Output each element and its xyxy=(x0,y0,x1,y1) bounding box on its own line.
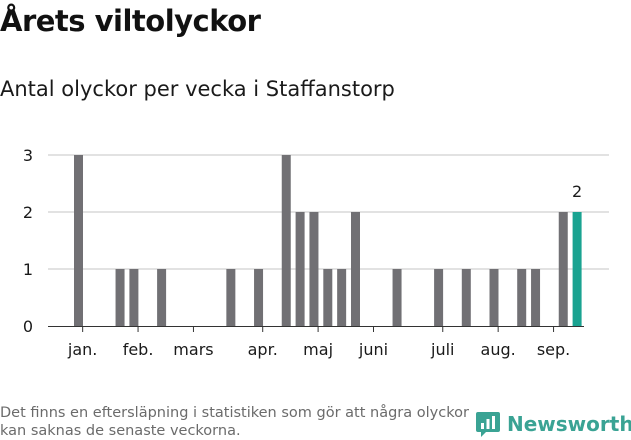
bar xyxy=(157,269,167,326)
x-tick-label: maj xyxy=(303,340,333,359)
bar xyxy=(351,212,360,326)
bar xyxy=(517,269,527,326)
x-axis-ticks: jan. feb. mars apr. maj juni juli aug. sep. xyxy=(67,326,570,359)
y-tick-label: 3 xyxy=(23,146,33,165)
bars xyxy=(74,155,582,326)
bar xyxy=(392,269,402,326)
footnote: Det finns en eftersläpning i statistiken… xyxy=(0,405,469,439)
bar xyxy=(281,155,291,326)
x-tick-label: sep. xyxy=(537,340,570,359)
y-tick-label: 1 xyxy=(23,260,33,279)
bar xyxy=(531,269,541,326)
y-tick-label: 2 xyxy=(23,203,33,222)
x-tick-label: jan. xyxy=(67,340,97,359)
y-tick-label: 0 xyxy=(23,317,33,336)
bar xyxy=(254,269,264,326)
x-tick-label: apr. xyxy=(248,340,278,359)
bar xyxy=(309,212,319,326)
x-tick-label: mars xyxy=(173,340,213,359)
bar xyxy=(295,212,305,326)
bar xyxy=(572,212,582,326)
data-labels: 2 xyxy=(572,182,582,201)
x-tick-label: juni xyxy=(358,340,388,359)
bar xyxy=(337,269,347,326)
bar xyxy=(434,269,444,326)
bar xyxy=(129,269,139,326)
brand-name: Newsworthy xyxy=(507,412,631,436)
newsworthy-logo-icon xyxy=(476,412,500,437)
chart-title: Årets viltolyckor xyxy=(0,4,261,38)
x-tick-label: aug. xyxy=(481,340,516,359)
bar xyxy=(489,269,499,326)
bar xyxy=(74,155,83,326)
bar xyxy=(558,212,568,326)
bar xyxy=(226,269,236,326)
x-tick-label: feb. xyxy=(123,340,154,359)
bar-chart: 0 1 2 3 jan. feb. mars apr. maj juni juli aug. sep.… xyxy=(23,146,609,359)
bar xyxy=(461,269,471,326)
brand: Newsworthy xyxy=(476,408,631,440)
bar xyxy=(115,269,125,326)
highlight-data-label: 2 xyxy=(572,182,582,201)
chart-subtitle: Antal olyckor per vecka i Staffanstorp xyxy=(0,77,395,101)
x-tick-label: juli xyxy=(430,340,454,359)
y-axis-ticks: 0 1 2 3 xyxy=(23,146,33,336)
gridlines xyxy=(48,154,609,270)
bar xyxy=(323,269,333,326)
